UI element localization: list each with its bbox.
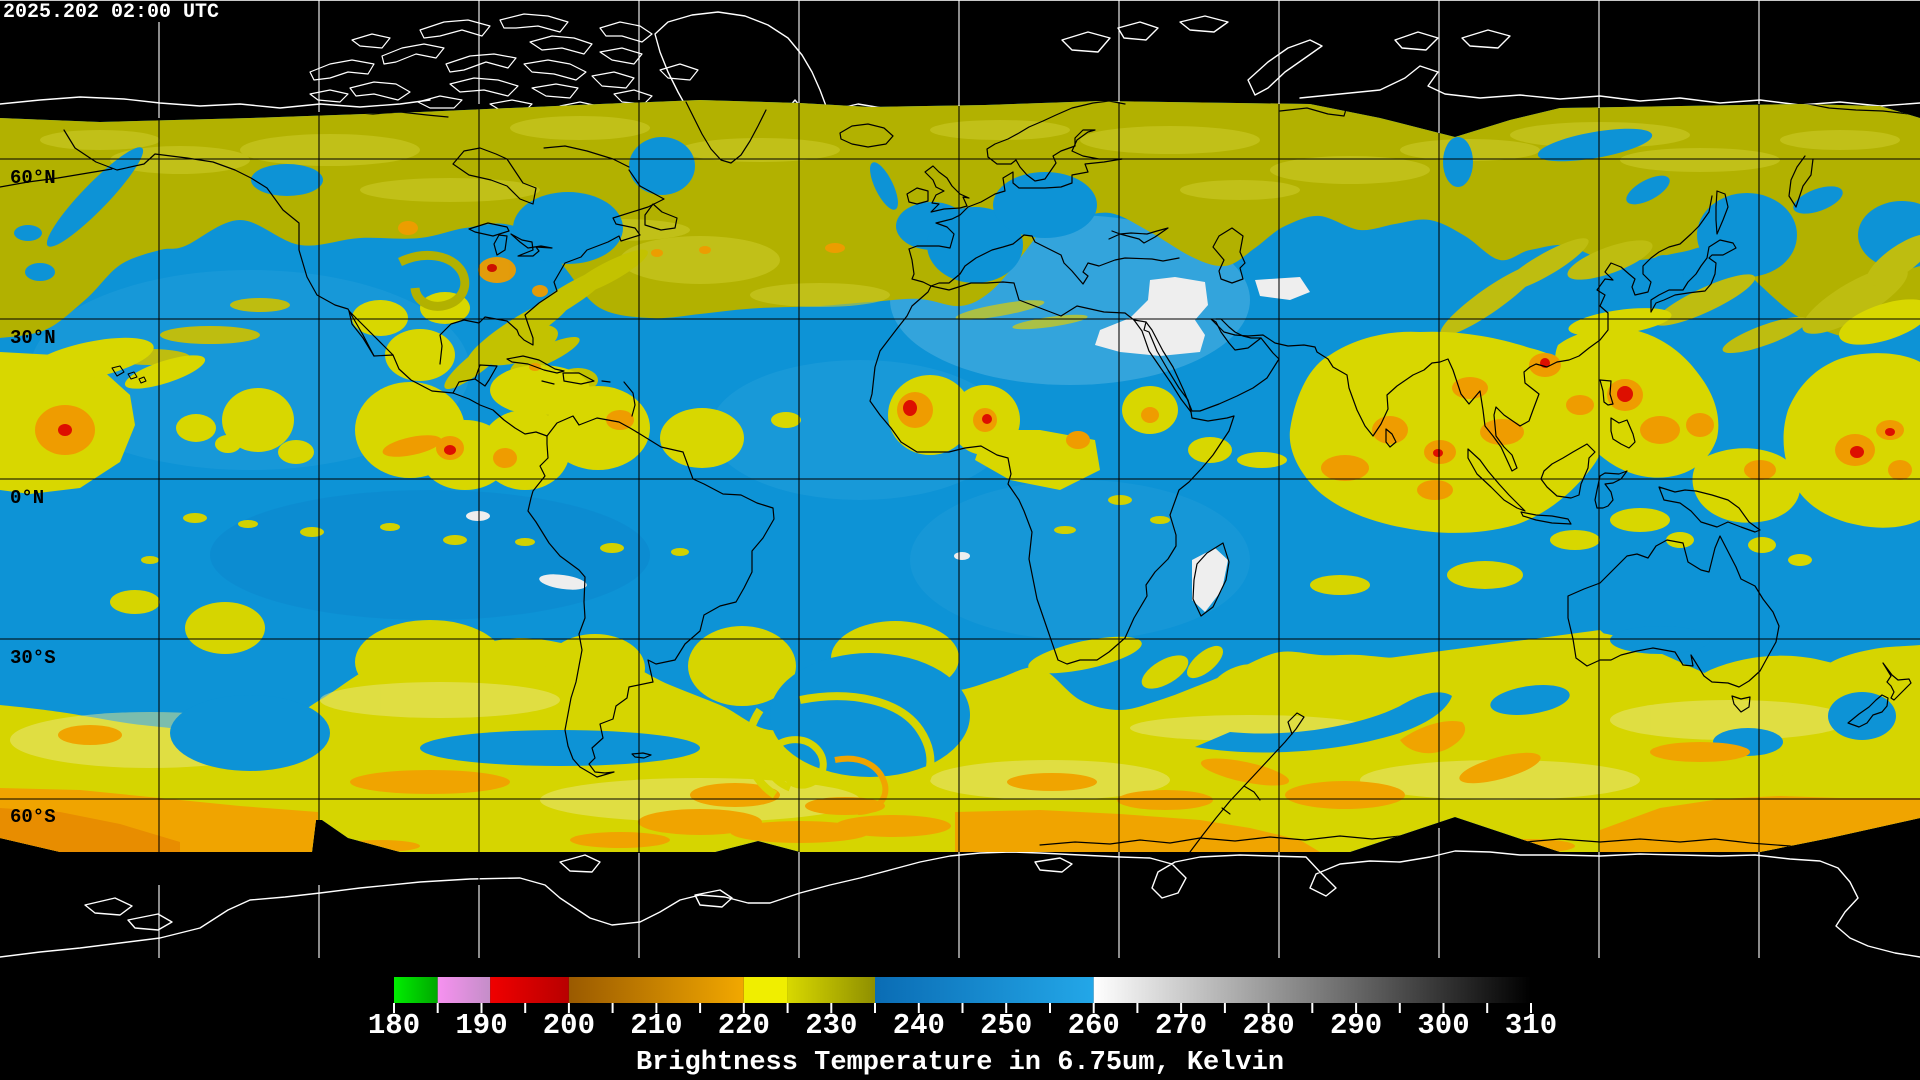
svg-text:180: 180 xyxy=(368,1009,420,1042)
svg-text:200: 200 xyxy=(543,1009,595,1042)
svg-text:190: 190 xyxy=(455,1009,507,1042)
svg-text:220: 220 xyxy=(718,1009,770,1042)
svg-text:60°N: 60°N xyxy=(10,167,56,189)
svg-text:210: 210 xyxy=(630,1009,682,1042)
svg-text:0°N: 0°N xyxy=(10,487,44,509)
svg-text:240: 240 xyxy=(893,1009,945,1042)
svg-text:250: 250 xyxy=(980,1009,1032,1042)
svg-text:230: 230 xyxy=(805,1009,857,1042)
svg-text:Brightness Temperature in 6.75: Brightness Temperature in 6.75um, Kelvin xyxy=(636,1048,1284,1078)
svg-text:280: 280 xyxy=(1242,1009,1294,1042)
svg-text:270: 270 xyxy=(1155,1009,1207,1042)
svg-text:60°S: 60°S xyxy=(10,806,56,828)
svg-text:260: 260 xyxy=(1068,1009,1120,1042)
svg-text:290: 290 xyxy=(1330,1009,1382,1042)
svg-text:300: 300 xyxy=(1417,1009,1469,1042)
svg-text:30°N: 30°N xyxy=(10,327,56,349)
svg-text:30°S: 30°S xyxy=(10,647,56,669)
svg-text:2025.202 02:00 UTC: 2025.202 02:00 UTC xyxy=(3,1,219,24)
svg-text:310: 310 xyxy=(1505,1009,1557,1042)
